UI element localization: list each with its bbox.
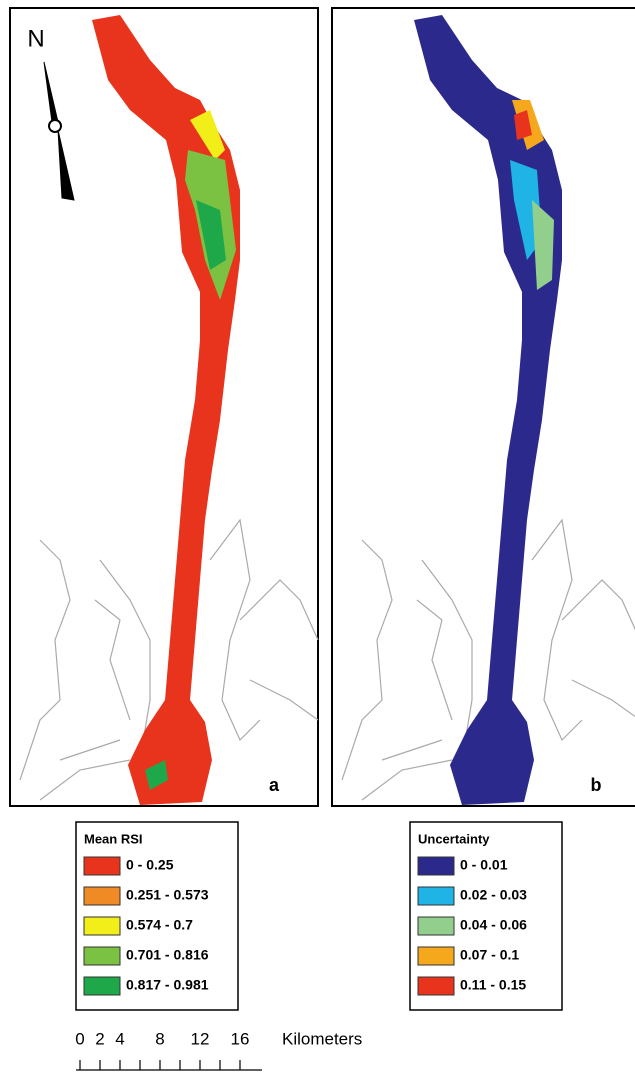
legend-swatch xyxy=(83,976,121,996)
scale-label: 12 xyxy=(191,1029,210,1048)
scale-label: 4 xyxy=(115,1029,124,1048)
scale-label: 0 xyxy=(75,1029,84,1048)
legend-swatch xyxy=(417,886,455,906)
legend-label: 0 - 0.01 xyxy=(460,857,508,873)
scale-bar: 0 2 4 8 12 16 Kilometers xyxy=(75,1029,362,1071)
scale-label: 2 xyxy=(95,1029,104,1048)
scale-label: 8 xyxy=(155,1029,164,1048)
legend-swatch xyxy=(417,946,455,966)
scale-label: 16 xyxy=(231,1029,250,1048)
legend-title: Mean RSI xyxy=(84,831,143,846)
legend-swatch xyxy=(417,916,455,936)
panel-a: a N xyxy=(9,7,319,807)
legend-label: 0.07 - 0.1 xyxy=(460,947,519,963)
legend-label: 0.701 - 0.816 xyxy=(126,947,209,963)
legend-swatch xyxy=(83,856,121,876)
legend-label: 0.02 - 0.03 xyxy=(460,887,527,903)
panel-label: b xyxy=(591,775,602,795)
legend-swatch xyxy=(83,916,121,936)
legend-label: 0.251 - 0.573 xyxy=(126,887,209,903)
scale-unit: Kilometers xyxy=(282,1029,362,1048)
legend-swatch xyxy=(83,946,121,966)
legend-label: 0.11 - 0.15 xyxy=(460,977,526,993)
legend-title: Uncertainty xyxy=(418,831,490,846)
panel-label: a xyxy=(269,775,280,795)
legend-swatch xyxy=(83,886,121,906)
legend-label: 0.04 - 0.06 xyxy=(460,917,527,933)
legend-swatch xyxy=(417,856,455,876)
legend-label: 0 - 0.25 xyxy=(126,857,174,873)
north-label: N xyxy=(27,25,44,52)
legend-swatch xyxy=(417,976,455,996)
panel-b: b xyxy=(331,7,635,807)
legend-label: 0.574 - 0.7 xyxy=(126,917,193,933)
legend-label: 0.817 - 0.981 xyxy=(126,977,209,993)
